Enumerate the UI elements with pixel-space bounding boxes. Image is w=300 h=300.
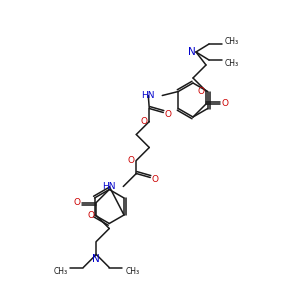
Text: O: O xyxy=(88,211,95,220)
Text: O: O xyxy=(152,175,159,184)
Text: O: O xyxy=(74,198,81,207)
Text: HN: HN xyxy=(141,91,154,100)
Text: CH₃: CH₃ xyxy=(53,267,67,276)
Text: O: O xyxy=(197,86,205,95)
Text: O: O xyxy=(128,156,135,165)
Text: HN: HN xyxy=(102,182,115,191)
Text: O: O xyxy=(141,117,148,126)
Text: CH₃: CH₃ xyxy=(225,37,239,46)
Text: O: O xyxy=(221,100,229,109)
Text: CH₃: CH₃ xyxy=(225,58,239,68)
Text: N: N xyxy=(188,47,196,57)
Text: O: O xyxy=(165,110,172,119)
Text: N: N xyxy=(92,254,100,263)
Text: CH₃: CH₃ xyxy=(125,267,139,276)
